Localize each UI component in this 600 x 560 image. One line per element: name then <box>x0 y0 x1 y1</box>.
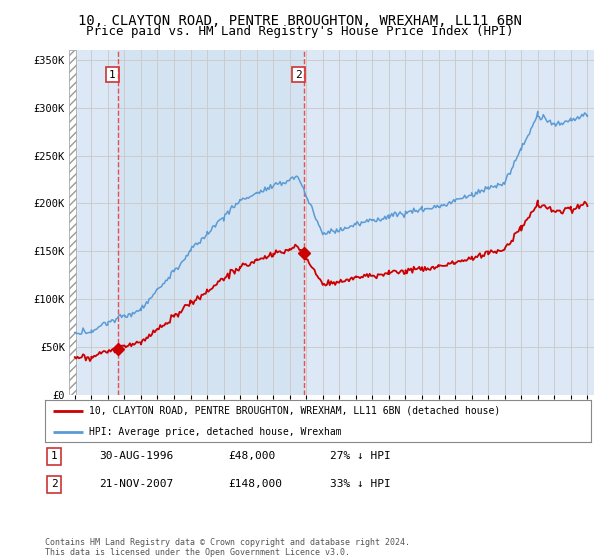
Text: Contains HM Land Registry data © Crown copyright and database right 2024.
This d: Contains HM Land Registry data © Crown c… <box>45 538 410 557</box>
Text: 1: 1 <box>50 451 58 461</box>
Bar <box>118 50 304 395</box>
Text: 1: 1 <box>109 69 116 80</box>
Text: 10, CLAYTON ROAD, PENTRE BROUGHTON, WREXHAM, LL11 6BN (detached house): 10, CLAYTON ROAD, PENTRE BROUGHTON, WREX… <box>89 406 500 416</box>
Text: 30-AUG-1996: 30-AUG-1996 <box>99 451 173 461</box>
Text: 10, CLAYTON ROAD, PENTRE BROUGHTON, WREXHAM, LL11 6BN: 10, CLAYTON ROAD, PENTRE BROUGHTON, WREX… <box>78 14 522 28</box>
Text: 2: 2 <box>50 479 58 489</box>
Text: 27% ↓ HPI: 27% ↓ HPI <box>330 451 391 461</box>
Text: Price paid vs. HM Land Registry's House Price Index (HPI): Price paid vs. HM Land Registry's House … <box>86 25 514 38</box>
Text: £148,000: £148,000 <box>228 479 282 489</box>
Text: 33% ↓ HPI: 33% ↓ HPI <box>330 479 391 489</box>
Text: HPI: Average price, detached house, Wrexham: HPI: Average price, detached house, Wrex… <box>89 427 341 437</box>
Text: 21-NOV-2007: 21-NOV-2007 <box>99 479 173 489</box>
Text: 2: 2 <box>295 69 302 80</box>
Bar <box>69 50 76 395</box>
Text: £48,000: £48,000 <box>228 451 275 461</box>
